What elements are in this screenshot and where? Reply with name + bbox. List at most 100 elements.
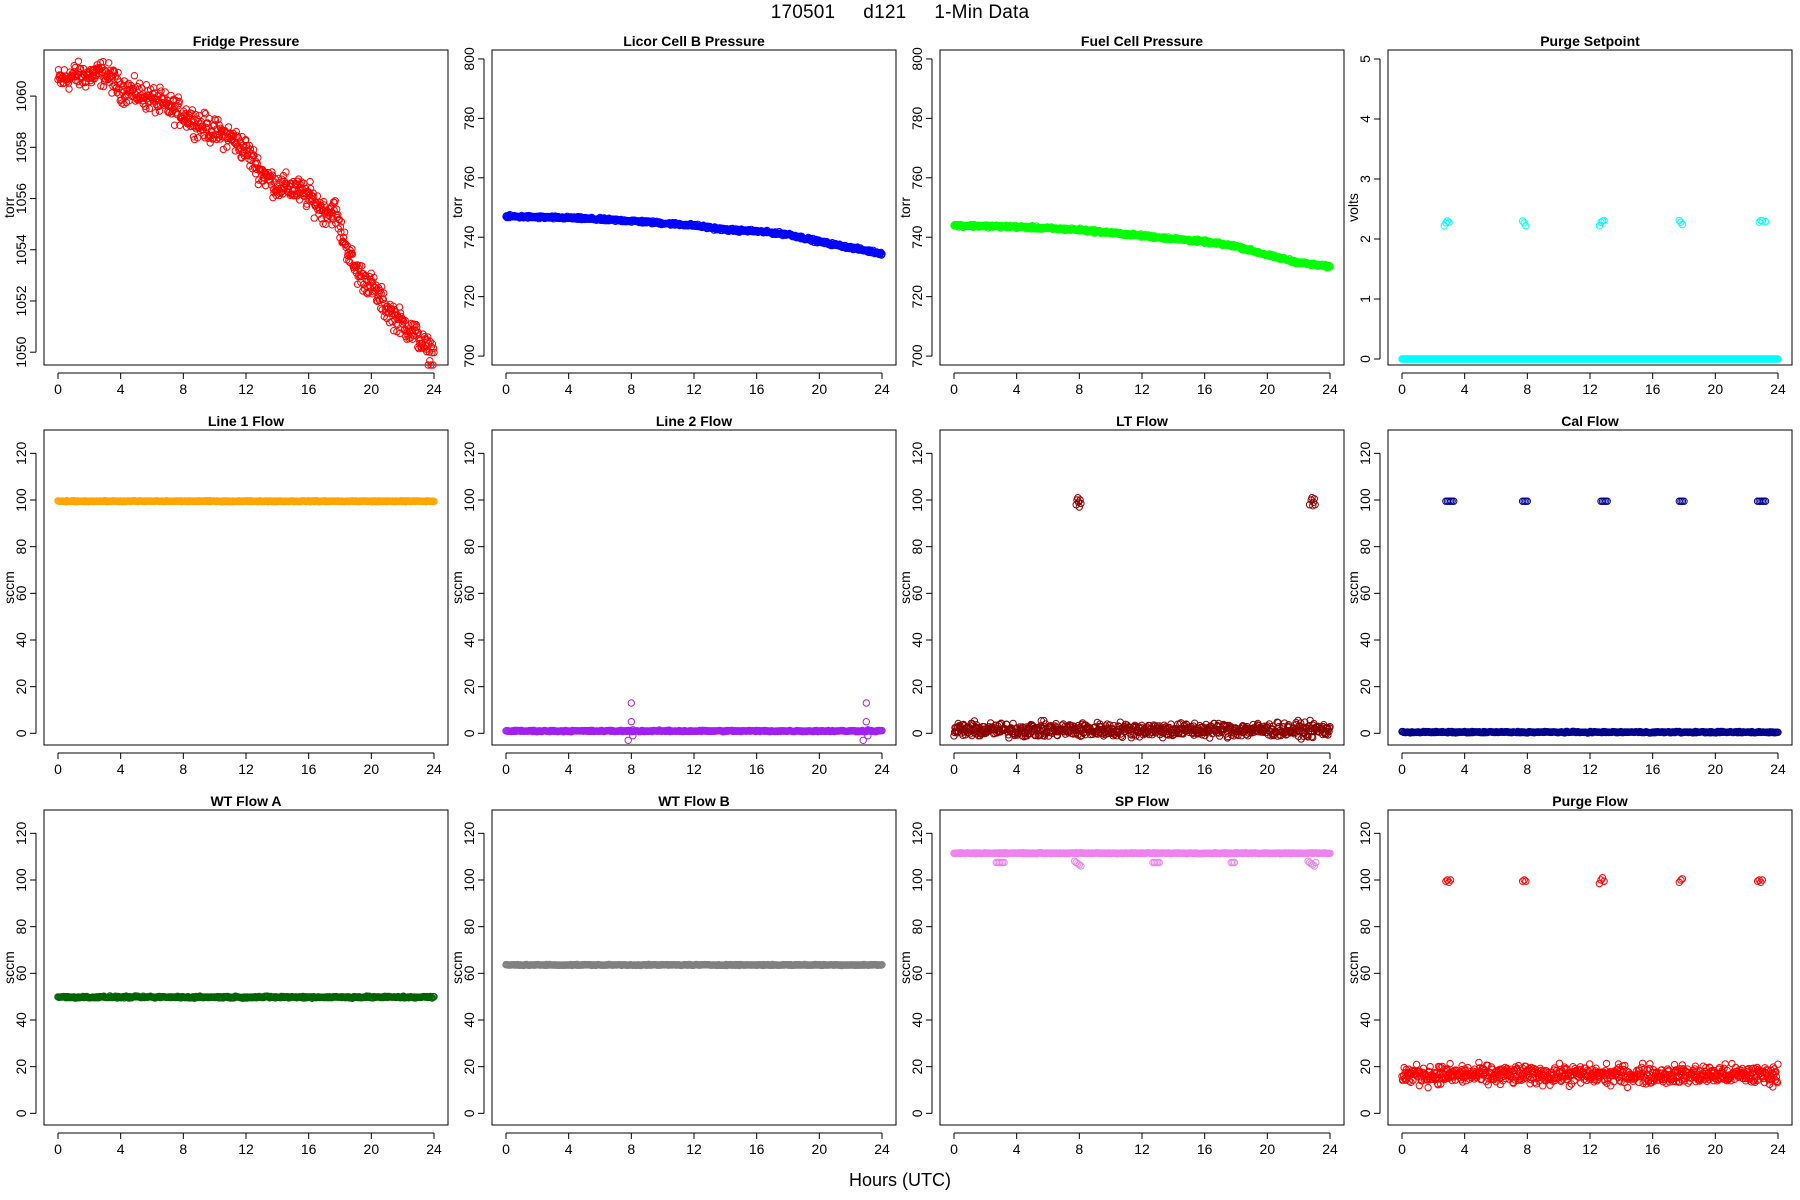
data-point — [334, 211, 342, 219]
x-tick-label: 12 — [238, 381, 254, 397]
data-points — [1398, 216, 1782, 363]
x-axis: 0 4 8 12 16 20 24 — [54, 1132, 442, 1157]
data-point — [627, 699, 635, 707]
data-point — [400, 318, 408, 326]
x-tick-label: 20 — [364, 381, 380, 397]
data-point — [333, 205, 341, 213]
x-tick-label: 16 — [1197, 381, 1213, 397]
x-tick-label: 0 — [54, 381, 62, 397]
data-point — [423, 347, 431, 356]
x-tick-label: 0 — [950, 761, 958, 777]
x-tick-label: 24 — [426, 381, 442, 397]
y-tick-label: 20 — [461, 679, 477, 695]
y-tick-label: 700 — [461, 344, 477, 368]
x-tick-label: 16 — [749, 761, 765, 777]
data-points — [502, 699, 886, 744]
y-tick-label: 2 — [1357, 235, 1373, 243]
data-point — [105, 59, 113, 67]
data-point — [426, 337, 434, 346]
x-tick-label: 4 — [1013, 381, 1021, 397]
x-tick-label: 12 — [238, 761, 254, 777]
x-tick-label: 0 — [502, 381, 510, 397]
data-points — [950, 494, 1334, 743]
x-tick-label: 16 — [1645, 761, 1661, 777]
x-tick-label: 20 — [1708, 381, 1724, 397]
data-point — [219, 145, 228, 154]
data-point — [339, 233, 348, 242]
x-tick-label: 12 — [686, 381, 702, 397]
data-point — [862, 699, 870, 707]
y-tick-label: 1056 — [13, 183, 29, 214]
data-point — [417, 343, 425, 351]
x-axis: 0 4 8 12 16 20 24 — [502, 372, 890, 397]
data-point — [430, 348, 438, 357]
data-point — [310, 192, 318, 201]
data-point — [358, 262, 366, 270]
y-tick-label: 720 — [461, 285, 477, 309]
data-point — [401, 316, 409, 325]
data-point — [156, 83, 164, 91]
x-tick-label: 16 — [301, 381, 317, 397]
data-point — [295, 196, 304, 204]
y-tick-label: 120 — [13, 821, 29, 845]
x-axis: 0 4 8 12 16 20 24 — [54, 372, 442, 397]
data-point — [268, 168, 276, 176]
x-tick-label: 8 — [179, 381, 187, 397]
plot-frame — [491, 429, 897, 746]
data-point — [200, 108, 209, 117]
x-tick-label: 16 — [301, 761, 317, 777]
x-tick-label: 24 — [1770, 761, 1786, 777]
data-point — [370, 273, 378, 282]
data-point — [426, 357, 434, 365]
data-point — [74, 57, 83, 65]
x-tick-label: 12 — [686, 761, 702, 777]
y-tick-label: 0 — [909, 729, 925, 737]
x-tick-label: 24 — [874, 761, 890, 777]
data-points — [950, 220, 1334, 272]
y-tick-label: 40 — [13, 632, 29, 648]
y-tick-label: 0 — [13, 729, 29, 737]
x-tick-label: 8 — [1075, 381, 1083, 397]
y-tick-label: 800 — [461, 47, 477, 71]
data-point — [408, 335, 417, 343]
data-point — [99, 82, 108, 91]
panel-title: Licor Cell B Pressure — [623, 33, 765, 49]
y-tick-label: 760 — [909, 166, 925, 190]
x-axis: 0 4 8 12 16 20 24 — [1398, 372, 1786, 397]
x-tick-label: 12 — [1134, 381, 1150, 397]
data-point — [414, 328, 422, 337]
x-tick-label: 0 — [1398, 761, 1406, 777]
y-tick-label: 40 — [1357, 632, 1373, 648]
y-tick-label: 80 — [909, 539, 925, 555]
y-tick-label: 100 — [1357, 488, 1373, 512]
data-point — [331, 197, 339, 205]
data-point — [313, 192, 322, 200]
y-tick-label: 40 — [909, 632, 925, 648]
data-point — [261, 181, 270, 190]
data-point — [112, 84, 120, 92]
y-axis-label: torr — [1, 197, 17, 218]
y-tick-label: 780 — [461, 106, 477, 130]
y-tick-label: 80 — [13, 919, 29, 935]
data-point — [348, 245, 356, 253]
y-tick-label: 40 — [13, 1012, 29, 1028]
data-point — [167, 91, 175, 100]
y-tick-label: 80 — [461, 539, 477, 555]
data-point — [99, 57, 107, 66]
y-tick-label: 700 — [909, 344, 925, 368]
data-point — [246, 145, 255, 154]
y-tick-label: 800 — [909, 47, 925, 71]
x-axis: 0 4 8 12 16 20 24 — [502, 752, 890, 777]
data-point — [380, 289, 388, 297]
data-point — [394, 320, 402, 329]
data-point — [130, 72, 139, 80]
x-tick-label: 4 — [117, 381, 125, 397]
panel-title: Cal Flow — [1561, 413, 1619, 429]
plot-frame — [43, 49, 449, 366]
x-tick-label: 20 — [1708, 761, 1724, 777]
